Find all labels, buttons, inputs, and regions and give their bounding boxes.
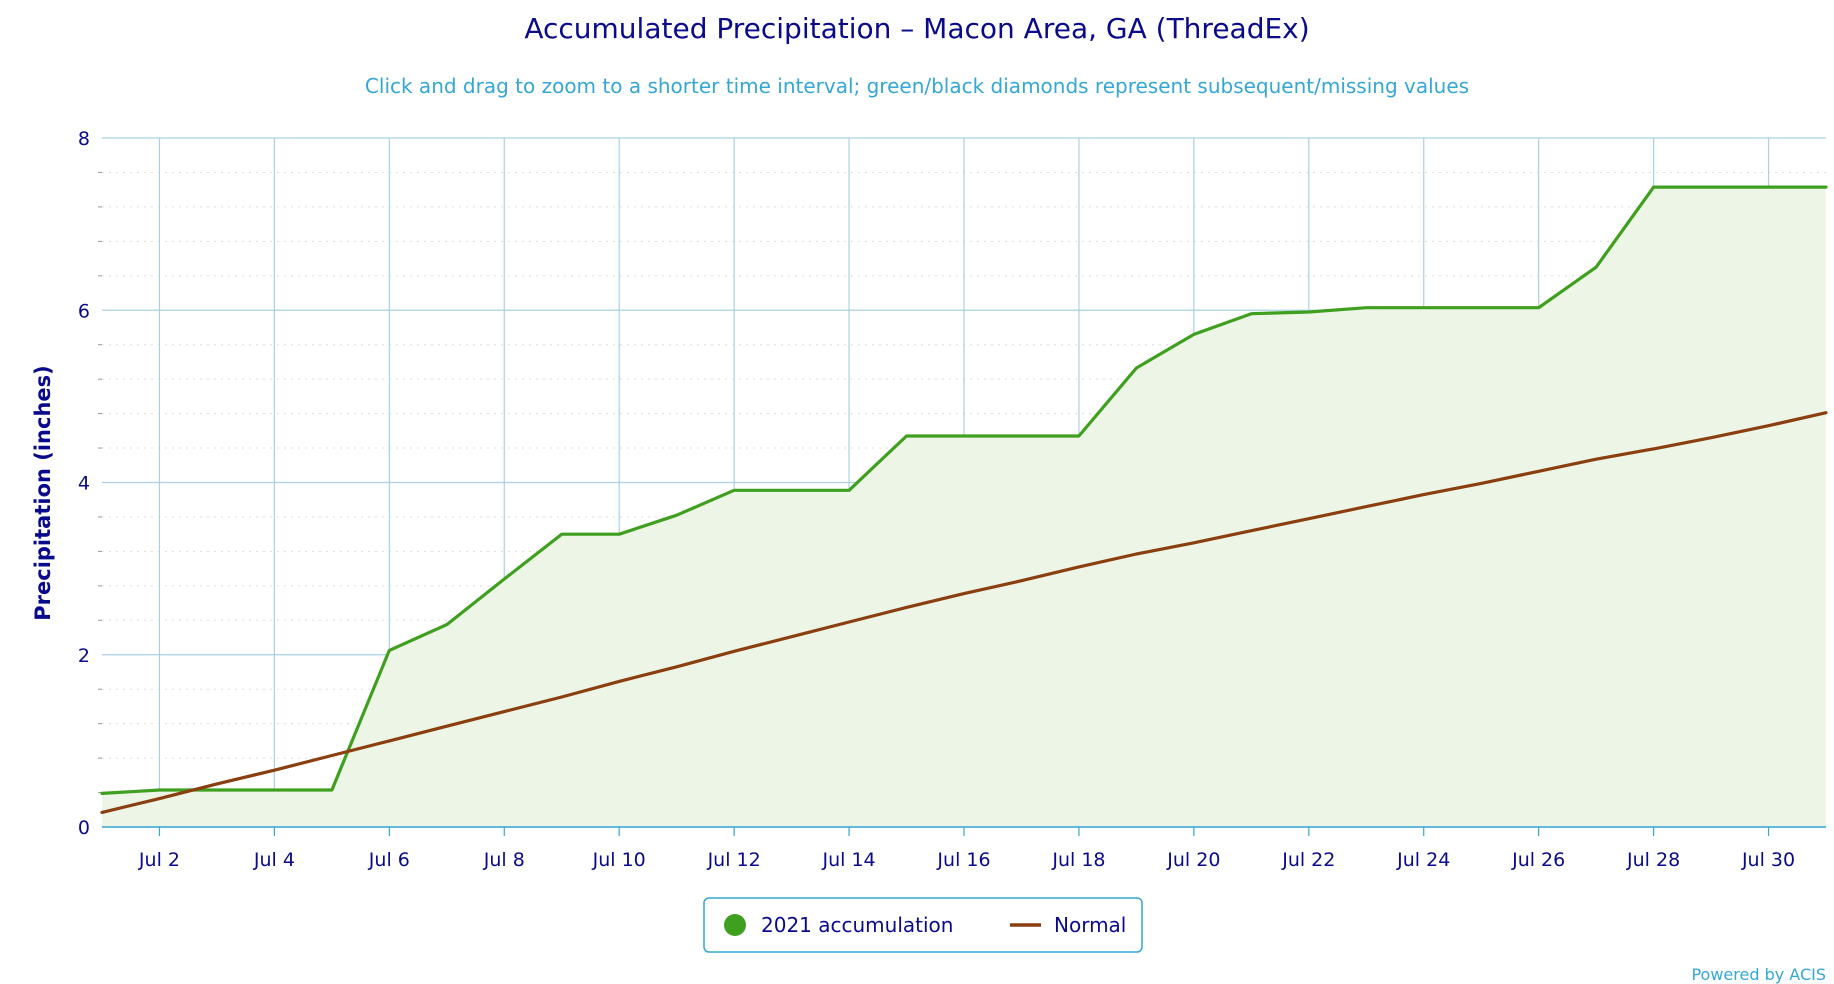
x-tick-label: Jul 12 [707, 849, 761, 871]
x-tick-label: Jul 28 [1626, 849, 1680, 871]
legend-label-normal: Normal [1054, 913, 1126, 937]
x-axis-tick-labels: Jul 2 Jul 4 Jul 6 Jul 8 Jul 10 Jul 12 Jul 14 Ju… [138, 849, 1795, 871]
x-tick-label: Jul 18 [1051, 849, 1105, 871]
y-tick-label: 6 [78, 300, 90, 322]
x-tick-label: Jul 22 [1281, 849, 1335, 871]
chart-title: Accumulated Precipitation – Macon Area, … [524, 12, 1309, 45]
x-tick-label: Jul 14 [821, 849, 875, 871]
y-tick-label: 4 [78, 473, 90, 495]
y-axis-title: Precipitation (inches) [31, 365, 55, 621]
x-tick-label: Jul 6 [368, 849, 410, 871]
x-tick-label: Jul 24 [1396, 849, 1450, 871]
y-tick-label: 2 [78, 645, 90, 667]
chart-subtitle: Click and drag to zoom to a shorter time… [365, 74, 1469, 98]
legend-box [703, 897, 1143, 953]
series-area-0 [102, 187, 1826, 828]
x-tick-label: Jul 26 [1511, 849, 1565, 871]
x-tick-label: Jul 4 [253, 849, 295, 871]
x-tick-label: Jul 30 [1741, 849, 1795, 871]
axes [102, 826, 1826, 836]
x-tick-label: Jul 10 [592, 849, 646, 871]
y-axis-tick-labels: 0 2 4 6 8 [78, 128, 90, 839]
x-tick-label: Jul 2 [138, 849, 180, 871]
x-tick-label: Jul 8 [483, 849, 525, 871]
x-tick-label: Jul 16 [936, 849, 990, 871]
legend[interactable]: 2021 accumulation Normal [703, 897, 1143, 953]
legend-marker-accumulation [724, 914, 746, 936]
legend-item-accumulation[interactable]: 2021 accumulation [724, 913, 953, 937]
credits-link[interactable]: Powered by ACIS [1691, 965, 1826, 984]
x-tick-label: Jul 20 [1166, 849, 1220, 871]
y-tick-label: 0 [78, 817, 90, 839]
legend-item-normal[interactable]: Normal [1010, 913, 1126, 937]
accumulation-area [102, 187, 1826, 828]
accumulation-line[interactable] [100, 185, 1828, 796]
legend-label-accumulation: 2021 accumulation [761, 913, 953, 937]
series-lines[interactable] [100, 185, 1828, 815]
y-tick-label: 8 [78, 128, 90, 150]
normal-line[interactable] [100, 411, 1828, 815]
